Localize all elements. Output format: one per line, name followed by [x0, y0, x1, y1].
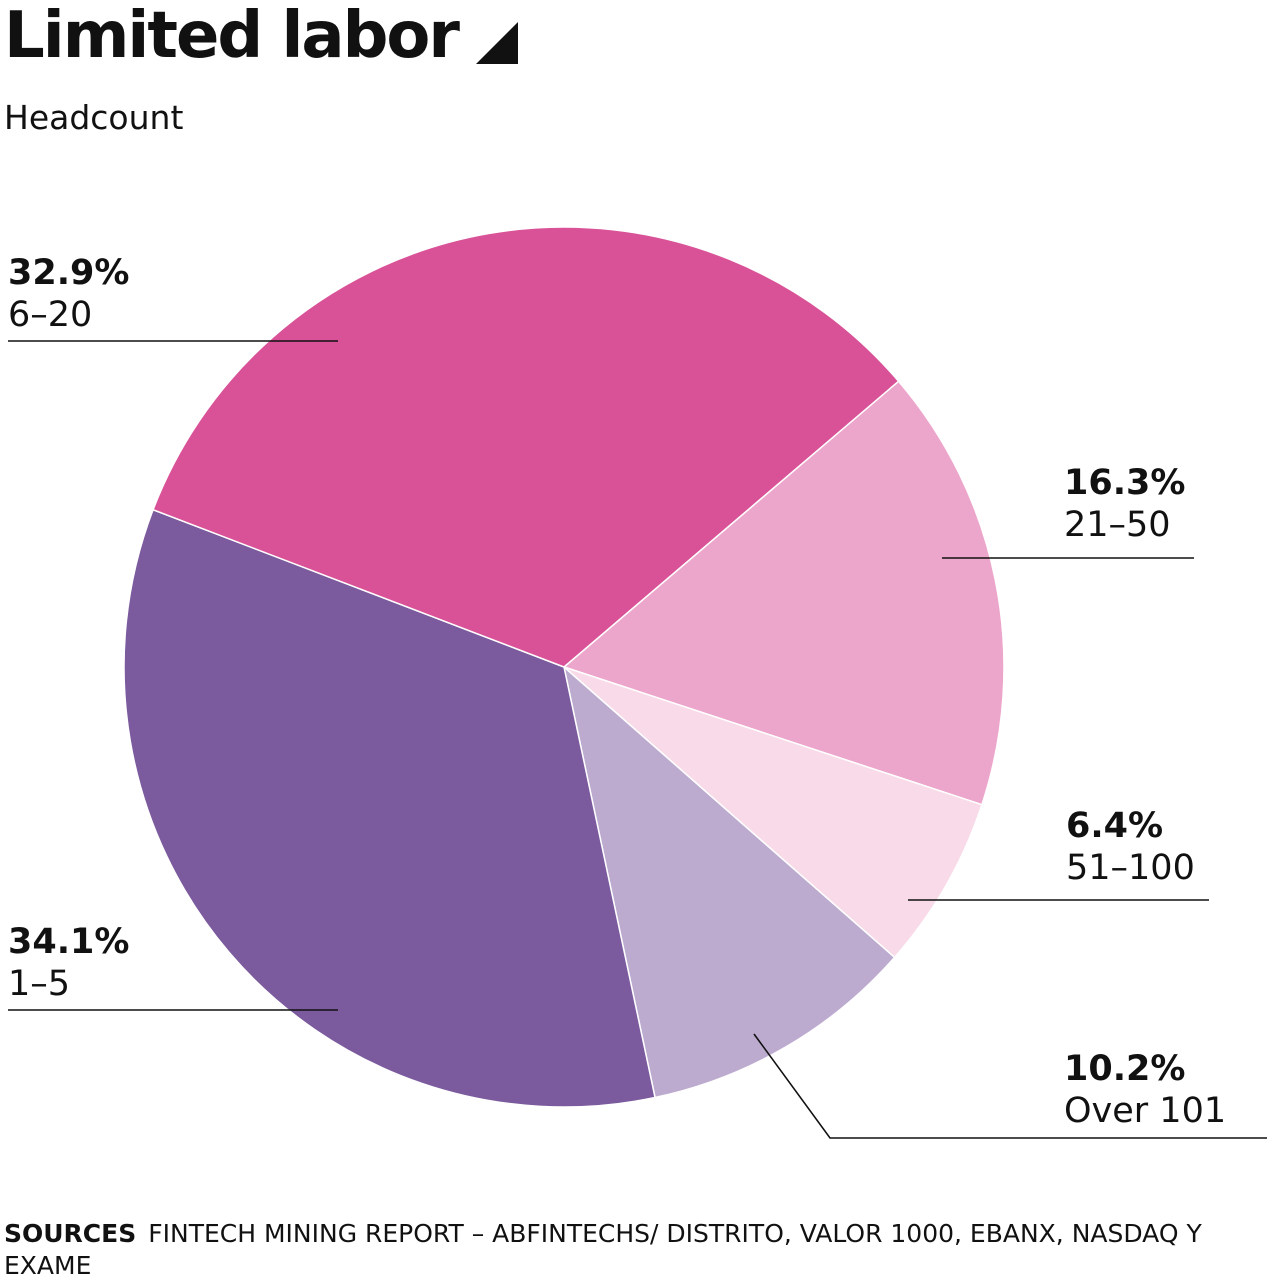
pie-slice-over-101	[562, 664, 896, 1099]
slice-category-label-51-100: 51–100	[1066, 848, 1195, 888]
sources-note: SOURCES FINTECH MINING REPORT – ABFINTECH…	[4, 1218, 1204, 1282]
sources-text: FINTECH MINING REPORT – ABFINTECHS/ DIST…	[4, 1219, 1202, 1280]
title-row: Limited labor	[4, 0, 518, 72]
pie-slice-51-100	[563, 666, 983, 959]
slice-value-label-6-20: 32.9%	[8, 253, 129, 293]
leader-lines	[8, 340, 1267, 1139]
pie-slice-6-20	[152, 226, 900, 668]
pie-slice-21-50	[562, 380, 1005, 806]
pie-slices	[123, 226, 1005, 1108]
slice-labels: 16.3%21–50 6.4%51–100 10.2%Over 101 34.1%1–…	[8, 253, 1226, 1131]
slice-value-label-21-50: 16.3%	[1064, 463, 1185, 503]
pie-slice-1-5	[123, 508, 656, 1108]
slice-category-label-6-20: 6–20	[8, 295, 92, 335]
triangle-mark-icon	[475, 22, 518, 64]
slice-category-label-21-50: 21–50	[1064, 505, 1171, 545]
slice-value-label-51-100: 6.4%	[1066, 806, 1163, 846]
slice-value-label-1-5: 34.1%	[8, 922, 129, 962]
slice-category-label-over-101: Over 101	[1064, 1091, 1226, 1131]
leader-line-over-101	[753, 1033, 1267, 1139]
sources-label: SOURCES	[4, 1219, 137, 1248]
slice-category-label-1-5: 1–5	[8, 964, 70, 1004]
slice-value-label-over-101: 10.2%	[1064, 1049, 1185, 1089]
chart-subtitle: Headcount	[4, 98, 184, 137]
chart-title: Limited labor	[4, 0, 460, 73]
